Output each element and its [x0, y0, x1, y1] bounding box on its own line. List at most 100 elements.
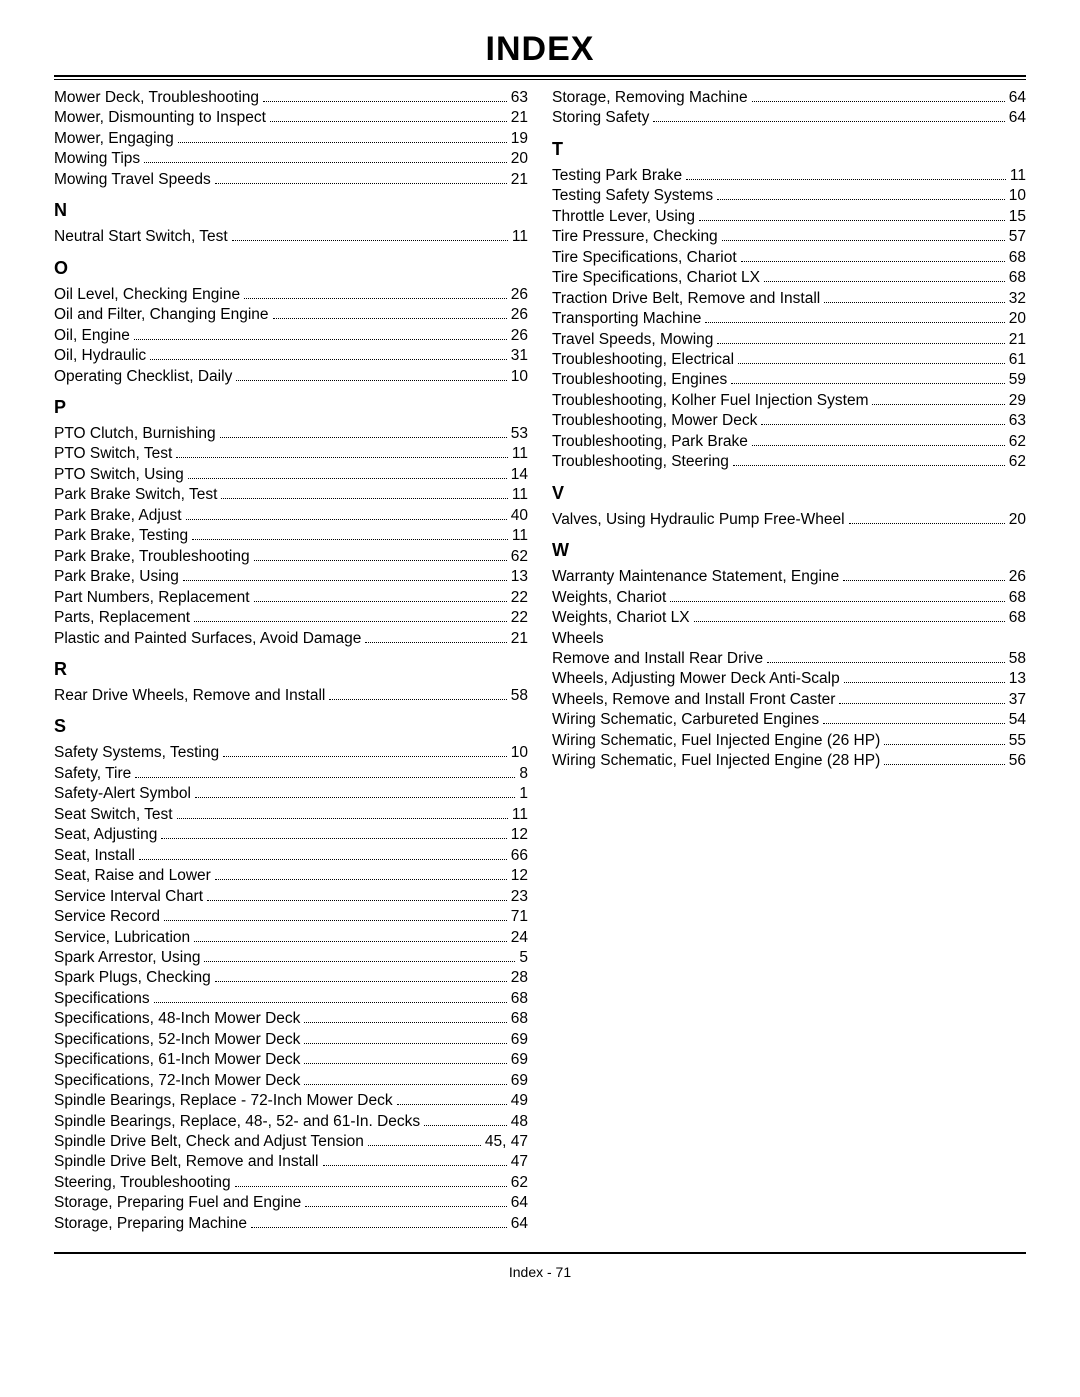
entry-label: Spindle Drive Belt, Check and Adjust Ten…	[54, 1132, 364, 1152]
index-entry: Storage, Preparing Machine64	[54, 1214, 528, 1234]
index-page: INDEX Mower Deck, Troubleshooting63Mower…	[0, 0, 1080, 1300]
entry-page: 69	[511, 1050, 528, 1070]
leader-dots	[844, 671, 1005, 683]
leader-dots	[183, 569, 507, 581]
leader-dots	[134, 327, 507, 339]
leader-dots	[263, 90, 507, 102]
leader-dots	[843, 569, 1005, 581]
entry-page: 61	[1009, 350, 1026, 370]
entry-page: 22	[511, 588, 528, 608]
leader-dots	[705, 311, 1004, 323]
entry-page: 68	[1009, 248, 1026, 268]
entry-label: Mower, Dismounting to Inspect	[54, 108, 266, 128]
leader-dots	[251, 1215, 507, 1227]
entry-page: 28	[511, 968, 528, 988]
index-entry: Plastic and Painted Surfaces, Avoid Dama…	[54, 629, 528, 649]
entry-label: Spindle Bearings, Replace - 72-Inch Mowe…	[54, 1091, 393, 1111]
index-entry: Safety Systems, Testing10	[54, 743, 528, 763]
index-entry: Traction Drive Belt, Remove and Install3…	[552, 289, 1026, 309]
leader-dots	[235, 1175, 507, 1187]
leader-dots	[215, 868, 507, 880]
index-entry: Seat Switch, Test11	[54, 805, 528, 825]
section-letter: W	[552, 540, 1026, 561]
entry-page: 49	[511, 1091, 528, 1111]
entry-label: Part Numbers, Replacement	[54, 588, 250, 608]
entry-page: 63	[1009, 411, 1026, 431]
entry-page: 62	[1009, 432, 1026, 452]
entry-page: 10	[1009, 186, 1026, 206]
entry-page: 26	[1009, 567, 1026, 587]
index-entry: PTO Switch, Test11	[54, 444, 528, 464]
index-entry: Parts, Replacement22	[54, 608, 528, 628]
entry-label: Spindle Drive Belt, Remove and Install	[54, 1152, 319, 1172]
entry-page: 13	[1009, 669, 1026, 689]
entry-page: 63	[511, 88, 528, 108]
entry-page: 48	[511, 1112, 528, 1132]
entry-label: PTO Clutch, Burnishing	[54, 424, 216, 444]
entry-label: Oil Level, Checking Engine	[54, 285, 240, 305]
index-entry: Troubleshooting, Park Brake 62	[552, 432, 1026, 452]
leader-dots	[722, 229, 1005, 241]
index-columns: Mower Deck, Troubleshooting 63 Mower, Dism…	[54, 88, 1026, 1234]
index-entry: Rear Drive Wheels, Remove and Install58	[54, 686, 528, 706]
entry-page: 20	[1009, 309, 1026, 329]
entry-page: 26	[511, 326, 528, 346]
entry-page: 20	[1009, 510, 1026, 530]
entry-page: 5	[519, 948, 528, 968]
entry-label: Testing Safety Systems	[552, 186, 713, 206]
leader-dots	[717, 188, 1005, 200]
index-entry: Tire Specifications, Chariot68	[552, 248, 1026, 268]
index-entry: Warranty Maintenance Statement, Engine26	[552, 567, 1026, 587]
page-footer: Index - 71	[54, 1264, 1026, 1280]
index-entry: Spindle Bearings, Replace - 72-Inch Mowe…	[54, 1091, 528, 1111]
section-letter: S	[54, 716, 528, 737]
entry-page: 54	[1009, 710, 1026, 730]
index-entry: PTO Switch, Using14	[54, 465, 528, 485]
index-entry: Spindle Drive Belt, Remove and Install47	[54, 1152, 528, 1172]
leader-dots	[884, 753, 1005, 765]
entry-page: 62	[511, 1173, 528, 1193]
entry-label: Service Interval Chart	[54, 887, 203, 907]
entry-label: Wiring Schematic, Carbureted Engines	[552, 710, 819, 730]
index-entry: Storage, Removing Machine64	[552, 88, 1026, 108]
entry-page: 24	[511, 928, 528, 948]
leader-dots	[365, 630, 506, 642]
leader-dots	[329, 688, 506, 700]
entry-label: Seat, Adjusting	[54, 825, 157, 845]
entry-page: 12	[511, 866, 528, 886]
entry-label: Park Brake Switch, Test	[54, 485, 217, 505]
index-entry: Park Brake, Testing11	[54, 526, 528, 546]
entry-page: 64	[511, 1193, 528, 1213]
leader-dots	[849, 511, 1005, 523]
entry-label: Mower Deck, Troubleshooting	[54, 88, 259, 108]
index-entry: Testing Safety Systems 10	[552, 186, 1026, 206]
index-entry: Troubleshooting, Kolher Fuel Injection S…	[552, 391, 1026, 411]
entry-page: 45, 47	[485, 1132, 528, 1152]
index-entry: Storage, Preparing Fuel and Engine64	[54, 1193, 528, 1213]
index-entry: Mowing Tips20	[54, 149, 528, 169]
entry-label: Troubleshooting, Park Brake	[552, 432, 748, 452]
entry-label: Wheels, Remove and Install Front Caster	[552, 690, 835, 710]
leader-dots	[304, 1031, 506, 1043]
leader-dots	[694, 610, 1005, 622]
leader-dots	[764, 270, 1005, 282]
entry-page: 31	[511, 346, 528, 366]
entry-label: Troubleshooting, Mower Deck	[552, 411, 757, 431]
entry-page: 11	[512, 227, 528, 247]
entry-page: 32	[1009, 289, 1026, 309]
entry-page: 12	[511, 825, 528, 845]
leader-dots	[220, 426, 507, 438]
leader-dots	[232, 229, 508, 241]
leader-dots	[270, 110, 507, 122]
entry-label: Operating Checklist, Daily	[54, 367, 232, 387]
index-entry: Wiring Schematic, Fuel Injected Engine (…	[552, 751, 1026, 771]
entry-label: Park Brake, Testing	[54, 526, 188, 546]
leader-dots	[670, 589, 1004, 601]
entry-label: Troubleshooting, Steering	[552, 452, 729, 472]
leader-dots	[135, 765, 515, 777]
index-entry: Throttle Lever, Using15	[552, 207, 1026, 227]
leader-dots	[273, 307, 507, 319]
entry-page: 55	[1009, 731, 1026, 751]
entry-page: 58	[1009, 649, 1026, 669]
entry-label: Mowing Tips	[54, 149, 140, 169]
